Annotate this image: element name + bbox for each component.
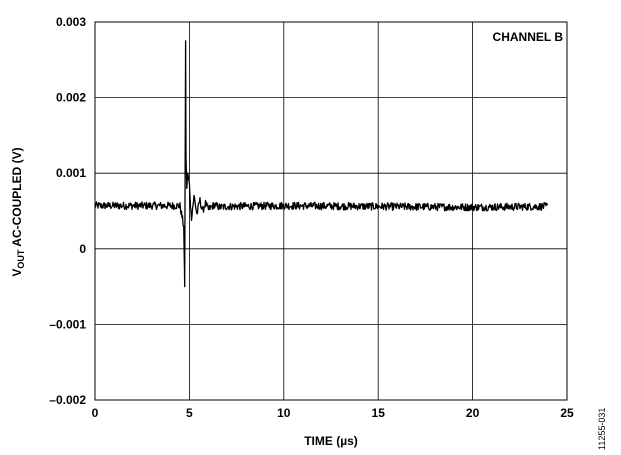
y-tick-label: 0.002 [56,91,86,105]
y-tick-labels: –0.002 –0.001 0 0.001 0.002 0.003 [49,15,86,407]
y-tick-label: –0.002 [49,393,86,407]
x-tick-label: 0 [92,406,99,420]
y-tick-label: 0.003 [56,15,86,29]
figure-id: 11255-031 [597,408,607,450]
x-tick-label: 25 [560,406,574,420]
y-tick-label: 0 [79,242,86,256]
x-axis-label: TIME (µs) [304,434,358,448]
y-axis-label: VOUT AC-COUPLED (V) [10,147,26,276]
x-tick-label: 15 [372,406,386,420]
plot-frame [94,21,568,401]
y-tick-label: –0.001 [49,317,86,331]
y-axis-label-rest: AC-COUPLED (V) [10,147,24,249]
y-axis-label-subscript: OUT [16,249,26,269]
y-axis-label-main: V [10,269,24,277]
x-tick-label: 5 [186,406,193,420]
x-tick-label: 10 [277,406,291,420]
channel-annotation: CHANNEL B [493,30,564,44]
series-line [94,40,549,288]
x-tick-labels: 0 5 10 15 20 25 [92,406,574,420]
y-tick-label: 0.001 [56,166,86,180]
series-layer [94,40,549,288]
x-tick-label: 20 [466,406,480,420]
